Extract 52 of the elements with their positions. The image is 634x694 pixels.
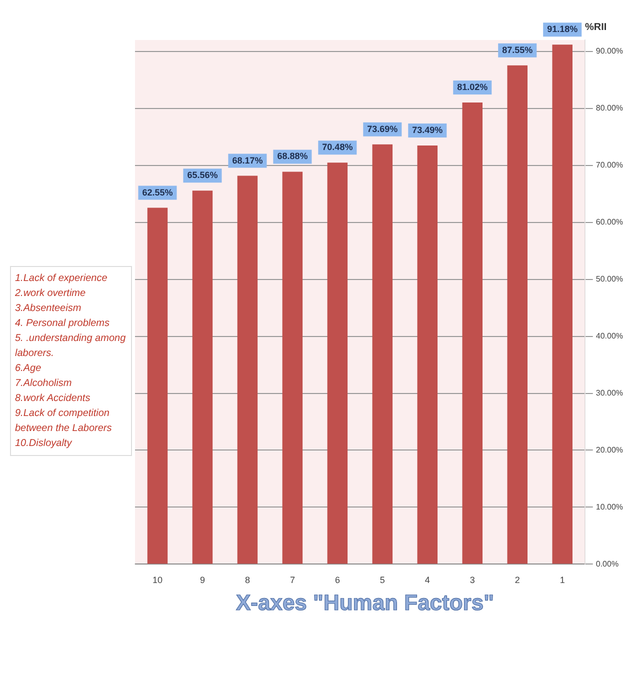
y-tick-label: 50.00% <box>596 274 624 284</box>
bar <box>327 162 348 564</box>
x-tick-label: 7 <box>290 575 295 586</box>
data-label: 73.69% <box>367 124 398 134</box>
bar <box>147 208 168 564</box>
bar <box>507 65 528 564</box>
x-tick-label: 6 <box>334 575 340 586</box>
x-tick-label: 10 <box>152 575 162 586</box>
y-tick-label: 10.00% <box>596 502 624 512</box>
data-label: 70.48% <box>322 142 353 152</box>
bar <box>237 176 258 564</box>
data-label: 73.49% <box>412 124 443 135</box>
y-tick-label: 20.00% <box>596 445 624 454</box>
bar <box>552 44 572 564</box>
text: 3.Absenteeism <box>15 302 82 316</box>
bar <box>462 102 483 564</box>
text: 2.work overtime <box>15 287 87 301</box>
x-tick-label: 2 <box>514 575 520 586</box>
text: 4. Personal problems <box>15 317 110 331</box>
y-tick-label: 80.00% <box>596 104 624 113</box>
data-label: 68.17% <box>232 155 263 166</box>
y-tick-label: 30.00% <box>596 388 624 398</box>
x-axis-title: X-axes "Human Factors" <box>234 590 496 616</box>
y-tick-label: 60.00% <box>596 218 624 227</box>
y-tick-label: 40.00% <box>596 331 624 340</box>
data-label: 68.88% <box>277 151 308 162</box>
text: 10.Disloyalty <box>15 437 74 451</box>
x-tick-label: 3 <box>470 575 475 586</box>
text: 8.work Accidents <box>15 392 92 406</box>
bar <box>372 144 393 564</box>
x-tick-label: 1 <box>560 575 565 586</box>
y-tick-label: 70.00% <box>596 160 624 170</box>
bar <box>282 172 303 564</box>
x-tick-label: 5 <box>380 575 385 586</box>
x-tick-label: 9 <box>200 575 205 586</box>
y-tick-label: 0.00% <box>596 559 619 568</box>
data-label: 91.18% <box>547 24 578 34</box>
data-label: 65.56% <box>187 170 218 180</box>
bar <box>192 190 213 564</box>
text: 6.Age <box>15 362 42 376</box>
y-tick-label: 90.00% <box>596 46 624 56</box>
x-tick-label: 8 <box>244 575 250 586</box>
data-label: 62.55% <box>142 187 173 198</box>
data-label: 87.55% <box>502 44 533 55</box>
text: 9.Lack of competition between the Laborers <box>15 407 113 436</box>
bar <box>417 145 438 564</box>
x-tick-label: 4 <box>424 575 430 586</box>
y-axis-title: %RII <box>585 22 607 33</box>
text: 1.Lack of experience <box>15 272 108 286</box>
text: 5. .understanding among laborers. <box>15 332 127 361</box>
data-label: 81.02% <box>457 82 488 92</box>
text: 7.Alcoholism <box>15 377 73 391</box>
